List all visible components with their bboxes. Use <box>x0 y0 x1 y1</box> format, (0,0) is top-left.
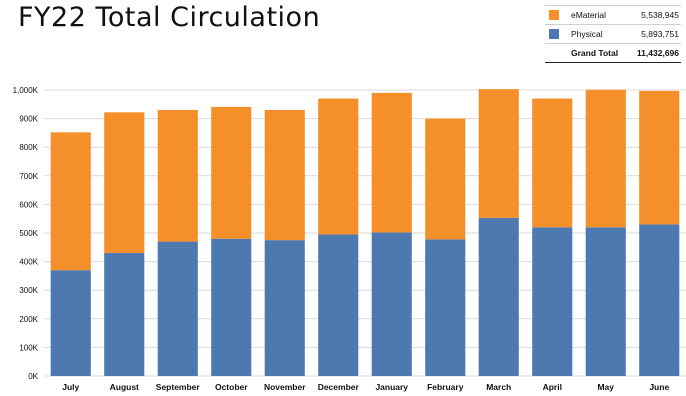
x-axis: July August September October November Decemb… <box>62 382 669 392</box>
bar-ematerial-november <box>264 110 305 241</box>
bar-ematerial-september <box>157 110 198 242</box>
y-tick-label: 1,000K <box>13 86 39 95</box>
x-tick-label: February <box>427 382 464 392</box>
bar-ematerial-august <box>104 112 145 254</box>
legend-item-emateral: eMaterial 5,538,945 <box>545 5 681 25</box>
bar-ematerial-december <box>318 98 359 235</box>
bar-ematerial-january <box>371 92 412 233</box>
bar-physical-december <box>318 234 359 376</box>
bar-physical-june <box>639 224 680 376</box>
bar-physical-may <box>585 227 626 376</box>
y-tick-label: 400K <box>19 258 38 267</box>
y-tick-label: 200K <box>19 315 38 324</box>
gridlines <box>44 89 686 377</box>
x-tick-label: May <box>597 382 614 392</box>
y-tick-label: 100K <box>19 343 38 352</box>
legend-total-value: 11,432,696 <box>636 48 679 58</box>
x-tick-label: January <box>375 382 408 392</box>
bar-physical-january <box>371 232 412 376</box>
x-tick-label: April <box>543 382 562 392</box>
bar-ematerial-october <box>211 106 252 239</box>
y-tick-label: 900K <box>19 115 38 124</box>
bar-physical-september <box>157 241 198 376</box>
y-tick-label: 300K <box>19 286 38 295</box>
bar-physical-april <box>532 227 573 376</box>
bar-ematerial-april <box>532 98 573 228</box>
y-axis: 0K 100K 200K 300K 400K 500K 600K 700K 800K 900K 1,… <box>13 86 39 381</box>
x-tick-label: September <box>156 382 201 392</box>
x-tick-label: June <box>649 382 669 392</box>
x-tick-label: July <box>62 382 79 392</box>
x-tick-label: August <box>110 382 139 392</box>
legend: eMaterial 5,538,945 Physical 5,893,751 G… <box>545 5 681 63</box>
bar-ematerial-february <box>425 118 466 240</box>
legend-value: 5,893,751 <box>641 29 679 39</box>
bar-physical-february <box>425 239 466 376</box>
legend-label: Physical <box>571 29 603 39</box>
legend-value: 5,538,945 <box>641 10 679 20</box>
y-tick-label: 700K <box>19 172 38 181</box>
x-tick-label: March <box>486 382 511 392</box>
legend-swatch-physical <box>549 29 559 39</box>
legend-item-physical: Physical 5,893,751 <box>545 25 681 44</box>
bar-ematerial-march <box>478 89 519 218</box>
bar-ematerial-june <box>639 90 680 225</box>
bar-physical-march <box>478 217 519 376</box>
y-tick-label: 500K <box>19 229 38 238</box>
chart-title: FY22 Total Circulation <box>18 2 321 33</box>
x-tick-label: November <box>264 382 306 392</box>
y-tick-label: 0K <box>28 372 38 381</box>
bar-ematerial-july <box>50 132 91 271</box>
x-tick-label: October <box>215 382 248 392</box>
legend-label: eMaterial <box>571 10 606 20</box>
bar-physical-august <box>104 253 145 376</box>
y-tick-label: 600K <box>19 200 38 209</box>
x-tick-label: December <box>318 382 360 392</box>
bar-physical-october <box>211 238 252 376</box>
bar-physical-november <box>264 240 305 376</box>
bar-physical-july <box>50 270 91 376</box>
y-tick-label: 800K <box>19 143 38 152</box>
legend-total-row: Grand Total 11,432,696 <box>545 44 681 63</box>
legend-total-label: Grand Total <box>571 48 619 58</box>
bars <box>50 89 680 376</box>
legend-swatch-ematerial <box>549 10 559 20</box>
bar-ematerial-may <box>585 89 626 228</box>
